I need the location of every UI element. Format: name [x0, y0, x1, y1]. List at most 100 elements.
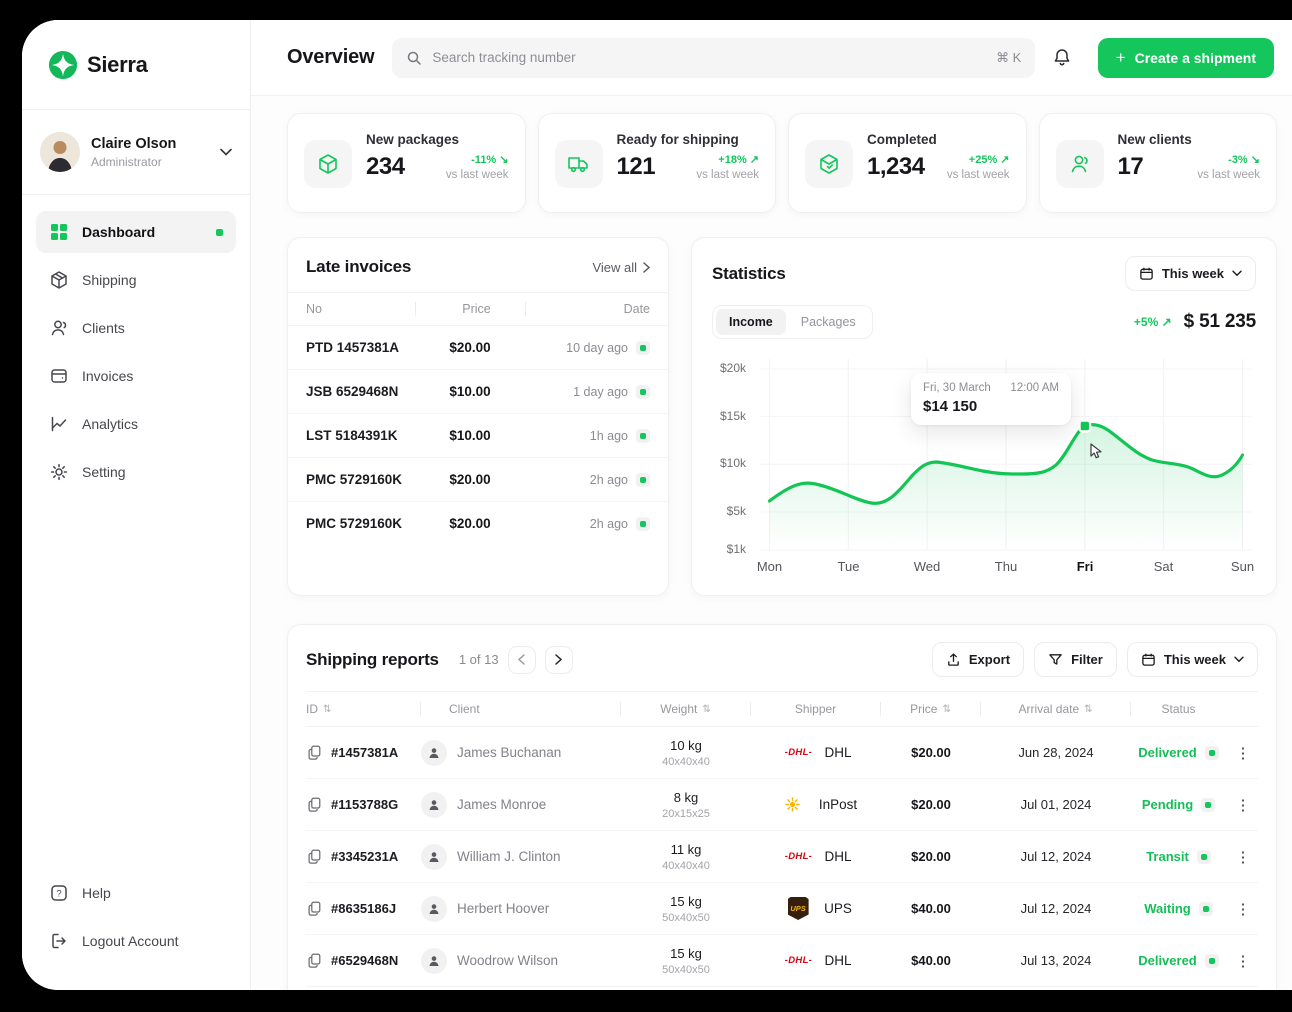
- copy-icon[interactable]: [306, 952, 322, 969]
- table-row[interactable]: #3345231A William J. Clinton 11 kg 40x40x…: [306, 831, 1258, 883]
- late-invoice-row[interactable]: LST 5184391K $10.00 1h ago: [288, 414, 668, 458]
- sidebar-item-label: Clients: [82, 320, 125, 336]
- row-menu-button[interactable]: ⋮: [1235, 744, 1251, 762]
- table-row[interactable]: #6529468N Woodrow Wilson 15 kg 50x40x50 -…: [306, 935, 1258, 987]
- sidebar-item-shipping[interactable]: Shipping: [36, 259, 236, 301]
- tab-packages[interactable]: Packages: [800, 315, 856, 329]
- statistics-delta: +5% ↗: [1133, 315, 1172, 329]
- next-page-button[interactable]: [544, 645, 573, 674]
- shipping-table-header: ID ⇅ Client Weight ⇅ Shipper Price ⇅ Arriva…: [306, 691, 1258, 727]
- sidebar-item-label: Help: [82, 885, 111, 901]
- table-row[interactable]: 20 kg: [306, 987, 1258, 990]
- stat-delta: -3% ↘: [1228, 154, 1260, 166]
- sort-icon: ⇅: [323, 703, 332, 715]
- row-menu-button[interactable]: ⋮: [1235, 796, 1251, 814]
- late-invoice-row[interactable]: PTD 1457381A $20.00 10 day ago: [288, 326, 668, 370]
- statistics-period-select[interactable]: This week: [1124, 256, 1256, 291]
- row-menu-button[interactable]: ⋮: [1235, 848, 1251, 866]
- column-header-shipper[interactable]: Shipper: [751, 702, 881, 716]
- copy-icon[interactable]: [306, 848, 322, 865]
- column-header-status[interactable]: Status: [1161, 702, 1196, 716]
- package-icon: [304, 140, 352, 188]
- chevron-left-icon: [518, 654, 525, 665]
- logout-icon: [49, 931, 69, 951]
- filter-button[interactable]: Filter: [1034, 642, 1117, 677]
- dhl-logo-icon: -DHL-: [784, 747, 813, 758]
- chevron-down-icon: [220, 143, 232, 161]
- stat-value: 234: [366, 153, 405, 180]
- dhl-logo-icon: -DHL-: [784, 851, 813, 862]
- chart-tooltip: Fri, 30 March 12:00 AM $14 150: [911, 373, 1071, 425]
- row-menu-button[interactable]: ⋮: [1235, 952, 1251, 970]
- status-dot: [1201, 797, 1216, 812]
- copy-icon[interactable]: [306, 900, 322, 917]
- table-row[interactable]: #8635186J Herbert Hoover 15 kg 50x40x50 U…: [306, 883, 1258, 935]
- late-invoices-title: Late invoices: [306, 257, 412, 276]
- chevron-down-icon: [1234, 656, 1244, 663]
- tab-income[interactable]: Income: [716, 309, 786, 335]
- status-badge: Delivered: [1131, 953, 1226, 968]
- prev-page-button[interactable]: [507, 645, 536, 674]
- sidebar-item-invoices[interactable]: Invoices: [36, 355, 236, 397]
- inpost-logo-icon: [775, 796, 811, 813]
- chart-plot-area[interactable]: Fri, 30 March 12:00 AM $14 150: [756, 355, 1256, 555]
- status-badge: Waiting: [1131, 901, 1226, 916]
- sidebar-item-help[interactable]: ? Help: [36, 872, 236, 914]
- shipping-reports-title: Shipping reports: [306, 649, 439, 669]
- stat-delta: +18% ↗: [718, 154, 759, 166]
- table-row[interactable]: #1457381A James Buchanan 10 kg 40x40x40 -…: [306, 727, 1258, 779]
- column-header-id[interactable]: ID ⇅: [306, 702, 421, 716]
- notifications-button[interactable]: [1052, 47, 1072, 68]
- status-dot: [1204, 953, 1219, 968]
- late-invoice-row[interactable]: PMC 5729160K $20.00 2h ago: [288, 458, 668, 502]
- search-icon: [406, 50, 422, 66]
- export-button[interactable]: Export: [931, 642, 1025, 677]
- status-badge: Transit: [1131, 849, 1226, 864]
- column-header-weight[interactable]: Weight ⇅: [621, 702, 751, 716]
- sidebar-item-analytics[interactable]: Analytics: [36, 403, 236, 445]
- pagination-label: 1 of 13: [458, 652, 499, 667]
- statistics-panel: Statistics This week Income Packages: [691, 237, 1277, 596]
- late-invoice-row[interactable]: JSB 6529468N $10.00 1 day ago: [288, 370, 668, 414]
- copy-icon[interactable]: [306, 796, 322, 813]
- statistics-total: $ 51 235: [1183, 311, 1257, 332]
- table-row[interactable]: #1153788G James Monroe 8 kg 20x15x25 InPo…: [306, 779, 1258, 831]
- dhl-logo-icon: -DHL-: [784, 955, 813, 966]
- column-header-price[interactable]: Price ⇅: [881, 702, 981, 716]
- search-input[interactable]: [432, 50, 987, 65]
- sidebar-item-dashboard[interactable]: Dashboard: [36, 211, 236, 253]
- column-header-arrival[interactable]: Arrival date ⇅: [981, 702, 1131, 716]
- brand-name: Sierra: [87, 51, 148, 77]
- copy-icon[interactable]: [306, 744, 322, 761]
- wallet-icon: [49, 366, 69, 386]
- sort-icon: ⇅: [1084, 703, 1093, 715]
- chart-marker: [1078, 419, 1092, 433]
- stat-value: 17: [1117, 153, 1144, 180]
- stat-cards: New packages 234 -11% ↘ vs last week: [287, 113, 1277, 213]
- gear-icon: [49, 462, 69, 482]
- client-avatar-icon: [421, 843, 447, 870]
- user-menu[interactable]: Claire Olson Administrator: [22, 110, 250, 195]
- row-menu-button[interactable]: ⋮: [1235, 900, 1251, 918]
- chevron-right-icon: [643, 261, 650, 273]
- stat-card-new-clients: New clients 17 -3% ↘ vs last week: [1038, 113, 1277, 213]
- sidebar-item-setting[interactable]: Setting: [36, 451, 236, 493]
- shipping-period-select[interactable]: This week: [1126, 642, 1258, 677]
- status-dot: [636, 340, 650, 355]
- search-bar[interactable]: ⌘ K: [392, 37, 1036, 78]
- tooltip-date: Fri, 30 March: [923, 382, 991, 394]
- user-name: Claire Olson: [91, 135, 177, 152]
- view-all-link[interactable]: View all: [592, 260, 650, 275]
- sidebar-item-logout[interactable]: Logout Account: [36, 920, 236, 962]
- status-dot: [636, 516, 650, 531]
- sidebar-footer: ? Help Logout Account: [22, 858, 250, 990]
- sidebar-item-label: Shipping: [82, 272, 137, 288]
- create-shipment-button[interactable]: + Create a shipment: [1097, 37, 1274, 78]
- stat-card-ready-for-shipping: Ready for shipping 121 +18% ↗ vs last we…: [537, 113, 776, 213]
- sidebar-item-label: Dashboard: [82, 224, 156, 240]
- sidebar-item-clients[interactable]: Clients: [36, 307, 236, 349]
- client-icon: [1055, 140, 1104, 188]
- late-invoice-row[interactable]: PMC 5729160K $20.00 2h ago: [288, 502, 668, 545]
- column-header-client[interactable]: Client: [421, 702, 621, 716]
- help-icon: ?: [49, 883, 69, 903]
